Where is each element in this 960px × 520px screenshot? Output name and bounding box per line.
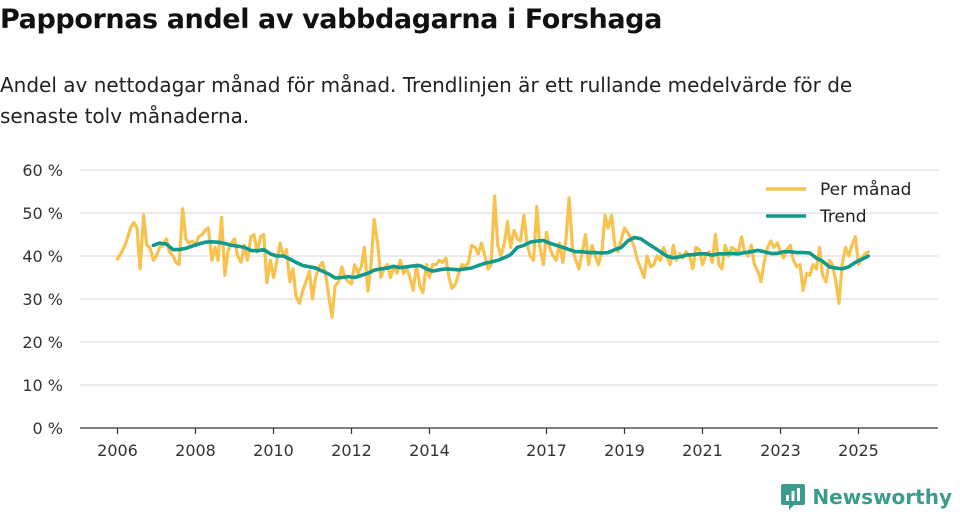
- legend: Per månad Trend: [766, 179, 911, 227]
- y-tick-label: 40 %: [22, 247, 63, 266]
- y-tick-label: 10 %: [22, 376, 63, 395]
- y-tick-label: 0 %: [33, 419, 63, 438]
- gridlines: [80, 169, 938, 386]
- x-axis: 2006 2008 2010 2012 2014 2017 2019 2021 2023 2025: [80, 427, 938, 460]
- series-line-trend: [151, 235, 871, 280]
- x-tick-label: 2008: [175, 441, 216, 460]
- x-tick-label: 2012: [331, 441, 372, 460]
- plot-area: [115, 194, 871, 319]
- series-line-per-manad: [115, 194, 870, 319]
- brand-name: Newsworthy: [812, 485, 952, 509]
- y-tick-label: 60 %: [22, 161, 63, 180]
- x-tick-label: 2006: [97, 441, 138, 460]
- chart-subtitle: Andel av nettodagar månad för månad. Tre…: [0, 73, 853, 128]
- x-tick-label: 2017: [526, 441, 567, 460]
- x-tick-label: 2019: [604, 441, 645, 460]
- y-axis: 0 % 10 % 20 % 30 % 40 % 50 % 60 %: [22, 161, 63, 438]
- newsworthy-logo-icon: [781, 484, 806, 510]
- legend-label: Trend: [819, 207, 867, 227]
- chart-title: Pappornas andel av vabbdagarna i Forshag…: [0, 4, 662, 35]
- legend-label: Per månad: [820, 179, 911, 200]
- y-tick-label: 20 %: [22, 333, 63, 352]
- x-tick-label: 2010: [253, 441, 294, 460]
- x-tick-label: 2023: [760, 441, 801, 460]
- x-tick-label: 2014: [409, 441, 450, 460]
- y-tick-label: 30 %: [22, 290, 63, 309]
- x-tick-label: 2025: [838, 441, 879, 460]
- y-tick-label: 50 %: [22, 204, 63, 223]
- x-tick-label: 2021: [682, 441, 723, 460]
- brand-logo: Newsworthy: [780, 482, 952, 512]
